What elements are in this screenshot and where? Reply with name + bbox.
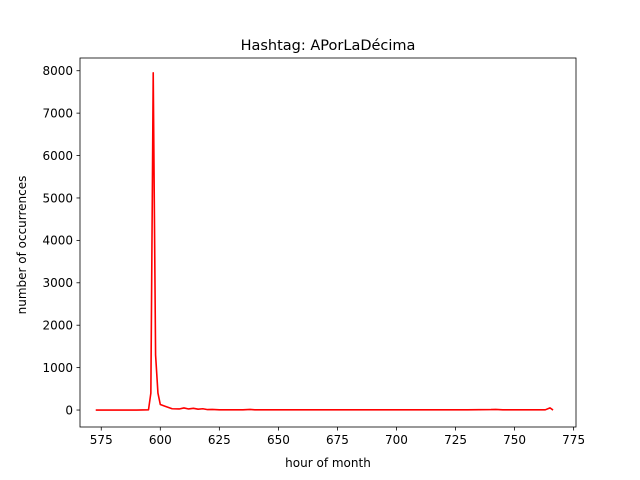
x-tick-label-575: 575 [90, 433, 113, 447]
x-tick-label-750: 750 [503, 433, 526, 447]
x-tick-label-600: 600 [149, 433, 172, 447]
x-tick-label-775: 775 [562, 433, 585, 447]
x-tick-label-650: 650 [267, 433, 290, 447]
y-tick-label-0: 0 [65, 403, 73, 417]
x-tick-label-625: 625 [208, 433, 231, 447]
y-tick-label-5000: 5000 [42, 191, 73, 205]
y-tick-label-7000: 7000 [42, 106, 73, 120]
x-axis-label: hour of month [285, 456, 371, 470]
y-tick-label-2000: 2000 [42, 319, 73, 333]
y-tick-label-1000: 1000 [42, 361, 73, 375]
y-tick-label-6000: 6000 [42, 149, 73, 163]
x-tick-label-725: 725 [444, 433, 467, 447]
plot-area: 575 600 625 650 675 700 725 750 775 0 1000 2000 3000… [42, 57, 585, 447]
y-tick-label-8000: 8000 [42, 64, 73, 78]
axes-frame [79, 57, 577, 428]
x-tick-label-675: 675 [326, 433, 349, 447]
y-tick-label-3000: 3000 [42, 276, 73, 290]
chart-title: Hashtag: APorLaDécima [241, 38, 416, 54]
y-tick-label-4000: 4000 [42, 234, 73, 248]
series-line-0 [95, 72, 554, 411]
x-tick-label-700: 700 [385, 433, 408, 447]
y-axis-label: number of occurrences [15, 176, 29, 315]
